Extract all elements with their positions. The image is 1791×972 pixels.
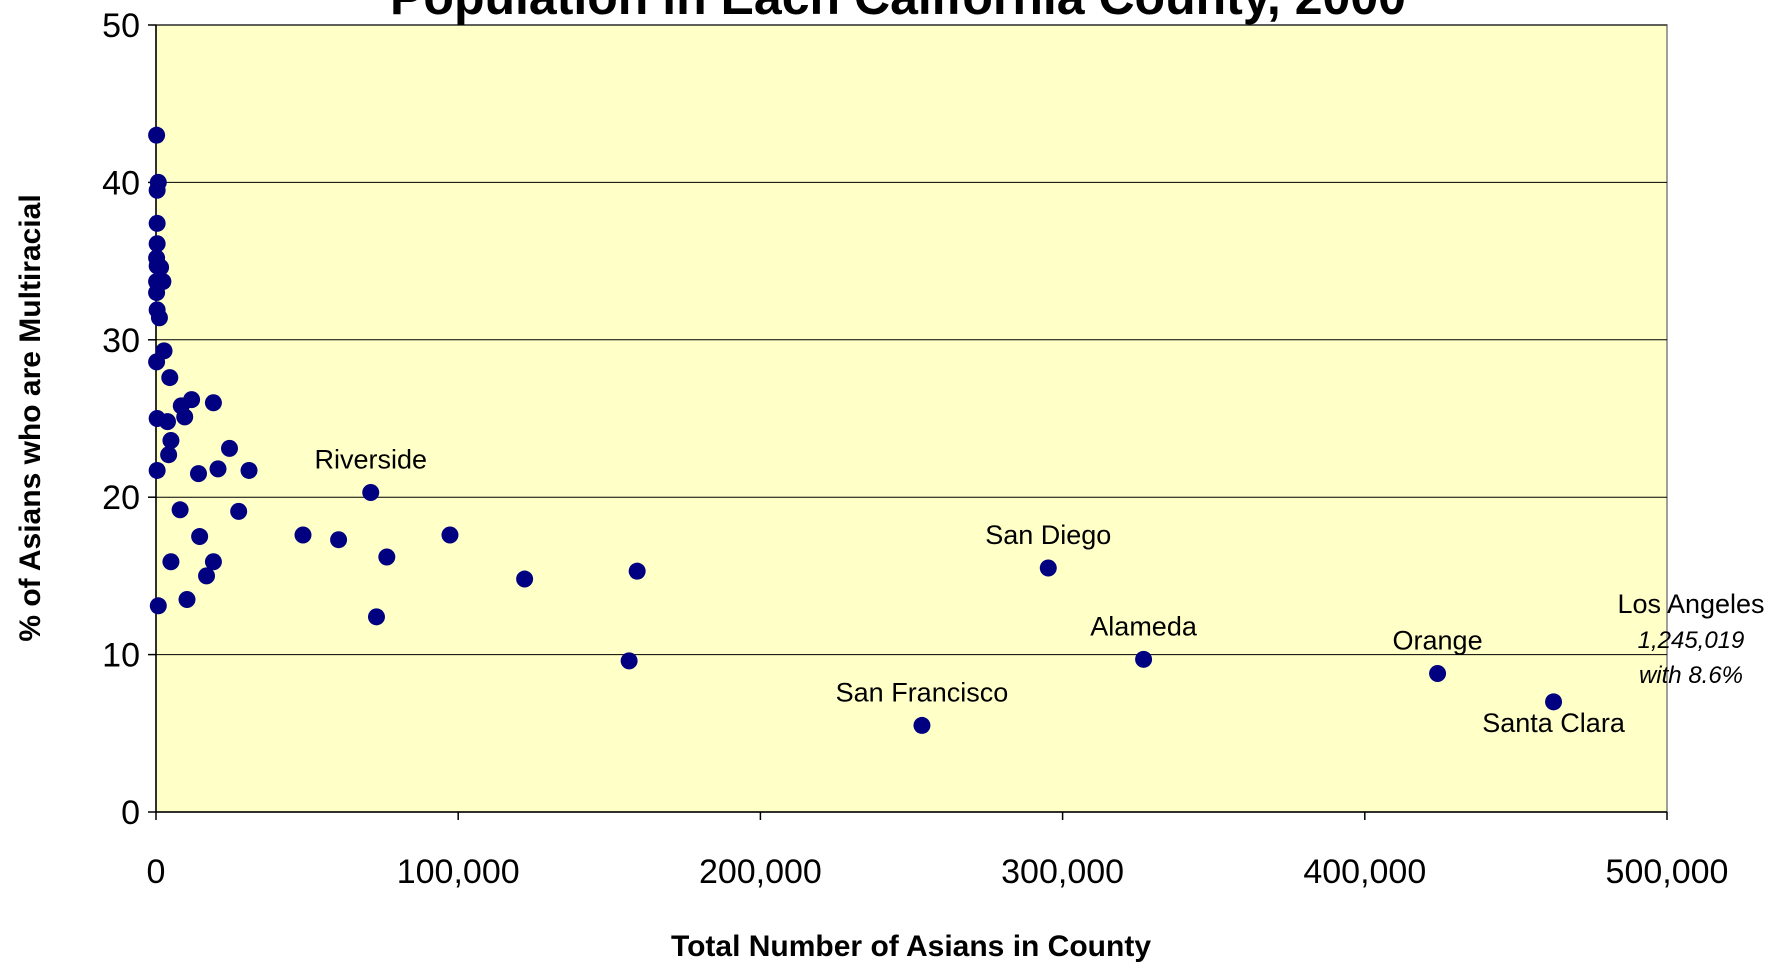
point-label: San Francisco bbox=[836, 677, 1009, 707]
x-tick-label: 200,000 bbox=[699, 853, 822, 891]
y-tick-label: 20 bbox=[102, 479, 140, 517]
point bbox=[148, 284, 166, 302]
point bbox=[178, 591, 196, 609]
point bbox=[150, 309, 168, 327]
point bbox=[1039, 559, 1057, 577]
x-axis-title: Total Number of Asians in County bbox=[671, 930, 1151, 963]
point bbox=[1135, 650, 1153, 668]
x-tick-label: 0 bbox=[147, 853, 166, 891]
point-label: Orange bbox=[1393, 625, 1483, 655]
y-tick-label: 30 bbox=[102, 322, 140, 360]
point bbox=[191, 528, 209, 546]
x-tick-label: 300,000 bbox=[1001, 853, 1124, 891]
point bbox=[148, 353, 166, 371]
point-label: Santa Clara bbox=[1482, 708, 1626, 738]
point bbox=[148, 181, 166, 199]
point-label: Riverside bbox=[314, 444, 427, 474]
y-tick-label: 50 bbox=[102, 7, 140, 45]
point bbox=[162, 553, 180, 571]
point bbox=[628, 562, 646, 580]
point bbox=[162, 432, 180, 450]
point bbox=[1429, 664, 1447, 682]
y-axis-title: % of Asians who are Multiracial bbox=[14, 194, 47, 641]
y-tick-label: 40 bbox=[102, 164, 140, 202]
point bbox=[330, 531, 348, 549]
point bbox=[148, 461, 166, 479]
point bbox=[149, 597, 167, 615]
point bbox=[158, 413, 176, 431]
point bbox=[152, 258, 170, 276]
point bbox=[294, 526, 312, 544]
point bbox=[441, 526, 459, 544]
point bbox=[161, 369, 179, 387]
y-tick-label: 10 bbox=[102, 637, 140, 675]
x-tick-label: 500,000 bbox=[1606, 853, 1729, 891]
point bbox=[148, 235, 166, 253]
x-tick-label: 100,000 bbox=[397, 853, 520, 891]
annotation: 1,245,019 bbox=[1638, 627, 1745, 654]
point bbox=[378, 548, 396, 566]
plot-area bbox=[155, 24, 1668, 813]
point bbox=[620, 652, 638, 670]
point bbox=[198, 567, 216, 585]
point bbox=[220, 439, 238, 457]
point bbox=[230, 502, 248, 520]
point bbox=[148, 126, 166, 144]
point bbox=[209, 460, 227, 478]
point bbox=[362, 483, 380, 501]
point bbox=[367, 608, 385, 626]
point bbox=[171, 501, 189, 519]
point bbox=[160, 446, 178, 464]
point bbox=[204, 394, 222, 412]
point bbox=[148, 214, 166, 232]
x-tick-label: 400,000 bbox=[1303, 853, 1426, 891]
point bbox=[1545, 693, 1563, 711]
point bbox=[204, 553, 222, 571]
point-label: Alameda bbox=[1090, 611, 1198, 641]
point bbox=[913, 716, 931, 734]
annotation: with 8.6% bbox=[1639, 662, 1743, 689]
chart-title: Population in Each California County, 20… bbox=[390, 0, 1406, 25]
y-tick-label: 0 bbox=[121, 794, 140, 832]
point-label: San Diego bbox=[985, 520, 1111, 550]
point bbox=[516, 570, 534, 588]
point bbox=[176, 408, 194, 426]
point bbox=[189, 465, 207, 483]
annotation: Los Angeles bbox=[1617, 589, 1764, 619]
point bbox=[240, 461, 258, 479]
